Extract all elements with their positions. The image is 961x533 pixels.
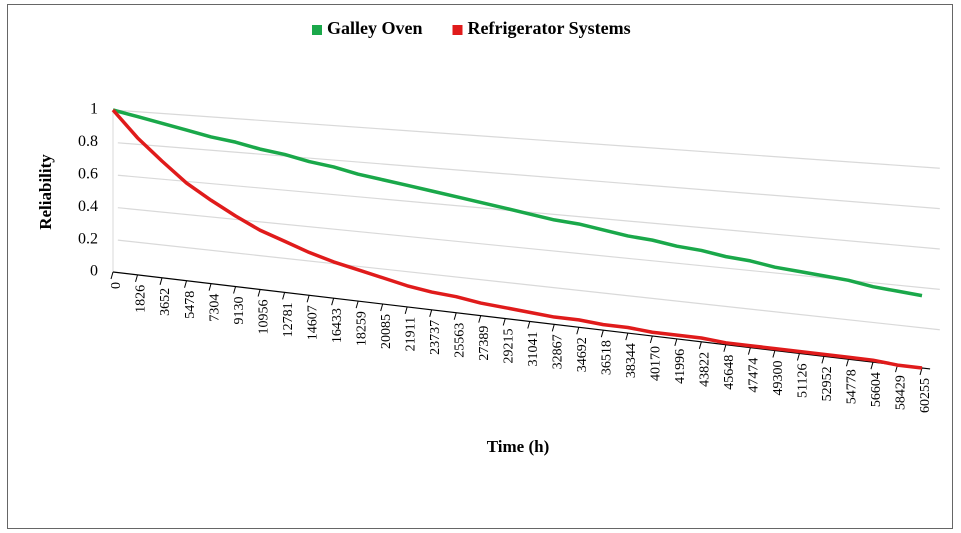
x-tick-label: 41996 <box>673 349 688 384</box>
x-tick-label: 20085 <box>379 314 394 349</box>
chart-border <box>7 4 953 529</box>
x-tick <box>159 277 163 285</box>
x-tick-label: 3652 <box>158 288 173 316</box>
x-tick <box>429 309 433 317</box>
series-line <box>112 108 923 298</box>
grid-line <box>117 239 940 331</box>
x-tick-label: 38344 <box>624 343 639 378</box>
x-tick <box>674 338 678 347</box>
x-tick <box>796 353 800 361</box>
x-tick <box>110 271 114 280</box>
x-tick-label: 5478 <box>183 291 198 319</box>
x-tick <box>306 295 310 303</box>
x-tick <box>527 321 531 329</box>
x-tick-label: 27389 <box>477 326 492 361</box>
x-tick <box>208 283 212 291</box>
x-axis <box>112 271 931 370</box>
x-tick <box>380 303 384 312</box>
x-tick <box>845 359 849 367</box>
x-tick-label: 12781 <box>281 302 296 337</box>
x-tick-label: 51126 <box>796 363 811 397</box>
series-line <box>111 108 923 370</box>
x-tick <box>355 300 359 309</box>
grid-line <box>117 109 940 169</box>
x-tick-label: 0 <box>109 282 124 289</box>
legend-swatch <box>312 25 322 35</box>
x-tick <box>772 350 776 358</box>
x-tick <box>331 298 335 306</box>
x-tick <box>282 292 286 300</box>
y-axis-title: Reliability <box>36 154 55 230</box>
x-tick-label: 25563 <box>452 323 467 358</box>
x-tick-label: 14607 <box>305 305 320 340</box>
x-tick-label: 58429 <box>894 375 909 410</box>
x-tick <box>821 356 825 364</box>
x-tick <box>600 330 604 338</box>
x-tick-label: 47474 <box>747 358 762 393</box>
x-tick-label: 16433 <box>330 308 345 343</box>
x-tick <box>257 289 261 297</box>
legend-label: Refrigerator Systems <box>468 18 631 38</box>
x-tick-label: 56604 <box>869 372 884 407</box>
grid-line <box>117 207 940 290</box>
x-tick-label: 9130 <box>232 297 247 325</box>
x-tick-label: 23737 <box>428 320 443 355</box>
x-tick-label: 49300 <box>771 361 786 396</box>
x-tick-label: 31041 <box>526 331 541 366</box>
y-tick-label: 0 <box>90 263 98 280</box>
x-tick-label: 21911 <box>403 317 418 351</box>
x-tick <box>233 286 237 294</box>
x-tick-label: 29215 <box>501 329 516 364</box>
x-tick-label: 43822 <box>698 352 713 387</box>
y-tick-label: 0.8 <box>78 133 98 150</box>
legend-swatch <box>452 25 463 35</box>
x-tick <box>135 274 138 283</box>
x-tick-label: 54778 <box>845 369 860 404</box>
x-axis-title: Time (h) <box>487 437 550 456</box>
y-tick-label: 0.4 <box>78 198 98 215</box>
x-tick-label: 36518 <box>600 340 615 375</box>
x-tick-label: 32867 <box>550 334 565 369</box>
x-tick-label: 52952 <box>820 366 835 401</box>
x-tick-label: 7304 <box>207 294 222 322</box>
x-tick <box>502 318 506 326</box>
x-tick <box>576 327 580 335</box>
x-tick-label: 10956 <box>256 299 271 334</box>
x-tick <box>453 312 457 320</box>
x-tick <box>747 347 751 355</box>
x-tick <box>478 315 482 323</box>
x-tick-label: 45648 <box>722 355 737 390</box>
y-tick-label: 0.2 <box>78 230 98 247</box>
x-tick <box>184 280 188 288</box>
x-tick-label: 18259 <box>354 311 369 346</box>
x-tick <box>698 341 702 349</box>
y-tick-label: 0.6 <box>78 165 98 182</box>
x-tick <box>723 344 727 352</box>
x-tick-label: 34692 <box>575 337 590 372</box>
grid-line <box>117 142 940 210</box>
x-tick-label: 60255 <box>918 378 933 413</box>
y-tick-label: 1 <box>90 101 98 118</box>
x-tick-label: 40170 <box>649 346 664 381</box>
x-tick <box>404 306 408 315</box>
x-tick <box>649 335 653 344</box>
legend: Galley Oven Refrigerator Systems <box>312 18 631 38</box>
x-tick <box>870 362 874 370</box>
x-tick <box>625 332 629 341</box>
x-tick-label: 1826 <box>134 285 149 313</box>
x-tick <box>551 324 555 332</box>
legend-label: Galley Oven <box>327 18 423 38</box>
